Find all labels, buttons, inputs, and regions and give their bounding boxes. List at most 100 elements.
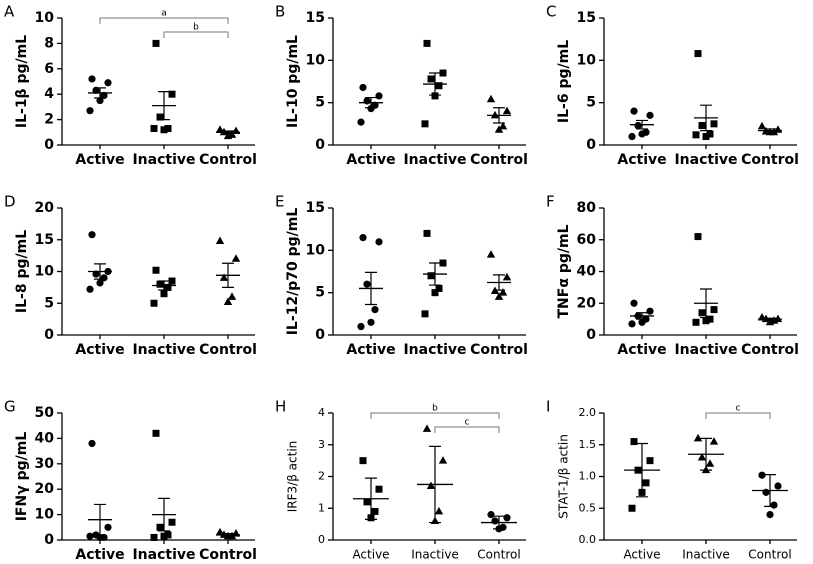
x-tick-label: Inactive: [682, 548, 730, 562]
y-tick-label: 10: [306, 52, 326, 68]
point: [692, 318, 700, 326]
significance-bracket: [370, 412, 500, 419]
point: [427, 75, 435, 83]
point: [698, 309, 706, 317]
point: [422, 424, 432, 432]
error-bar: [94, 263, 106, 280]
point: [642, 479, 650, 487]
point: [498, 121, 508, 130]
point: [160, 126, 168, 134]
point: [638, 130, 646, 138]
point: [150, 533, 158, 541]
y-tick-label: 80: [577, 200, 597, 216]
y-tick-label: 0: [44, 532, 54, 548]
point: [375, 92, 383, 100]
y-tick-label: 20: [577, 295, 597, 311]
point: [426, 481, 436, 490]
point: [421, 310, 429, 318]
point: [168, 518, 176, 526]
error-bar: [700, 437, 712, 471]
point: [439, 259, 447, 267]
point: [502, 272, 512, 281]
point: [693, 433, 703, 442]
error-bar: [764, 317, 776, 321]
point: [104, 523, 112, 531]
point: [692, 131, 700, 139]
point: [92, 86, 100, 94]
point: [375, 485, 383, 493]
y-tick-label: 1.0: [579, 470, 597, 483]
x-tick-label: Inactive: [132, 152, 195, 168]
point: [630, 299, 638, 307]
y-tick-label: 10: [35, 507, 55, 523]
y-tick-label: 10: [577, 52, 597, 68]
y-tick-label: 0.0: [579, 533, 597, 546]
y-tick-label: 0.5: [579, 501, 597, 514]
error-bar: [158, 497, 170, 532]
y-tick-label: 40: [577, 264, 597, 280]
point: [160, 532, 168, 540]
y-axis-label: IL-8 pg/mL: [14, 230, 30, 313]
point: [88, 231, 96, 239]
point: [498, 288, 508, 296]
y-tick-label: 40: [35, 430, 55, 446]
x-tick-label: Control: [748, 548, 791, 562]
point: [486, 94, 496, 103]
y-tick-label: 3: [318, 438, 325, 451]
point: [694, 233, 702, 241]
point: [435, 284, 443, 292]
y-tick-label: 2: [318, 470, 325, 483]
y-tick-label: 50: [35, 405, 55, 421]
x-tick-label: Inactive: [674, 152, 737, 168]
point: [694, 50, 702, 58]
panel-letter: D: [4, 193, 16, 211]
y-axis-label: IL-10 pg/mL: [285, 35, 301, 128]
point: [431, 92, 439, 100]
point: [359, 234, 367, 242]
point: [96, 96, 104, 105]
x-tick-label: Inactive: [674, 342, 737, 358]
significance-bracket: [434, 426, 500, 433]
x-tick-label: Control: [199, 547, 257, 563]
point: [86, 532, 94, 540]
point: [434, 506, 444, 515]
point: [774, 482, 782, 490]
y-tick-label: 0: [315, 327, 325, 343]
point: [96, 533, 104, 542]
point: [164, 531, 172, 539]
panel-letter: A: [4, 3, 15, 21]
y-tick-label: 15: [577, 10, 596, 26]
point: [150, 299, 158, 307]
point: [702, 133, 710, 141]
point: [88, 75, 96, 83]
y-tick-label: 1.5: [579, 438, 597, 451]
point: [491, 517, 499, 525]
y-axis-label: IL-12/p70 pg/mL: [285, 208, 301, 336]
point: [702, 317, 710, 325]
point: [427, 272, 435, 280]
y-tick-label: 5: [44, 295, 54, 311]
point: [156, 523, 164, 531]
point: [431, 289, 439, 297]
y-axis-label: IFNγ pg/mL: [14, 432, 30, 522]
point: [375, 238, 383, 246]
y-axis-label: IL-1β pg/mL: [14, 35, 30, 128]
y-axis-label: IRF3/β actin: [286, 441, 300, 513]
point: [367, 104, 375, 113]
point: [423, 39, 431, 47]
y-tick-label: 0: [586, 137, 596, 153]
significance-label: c: [465, 418, 470, 428]
point: [487, 510, 495, 519]
y-tick-label: 6: [44, 61, 54, 77]
point: [150, 124, 158, 132]
error-bar: [222, 130, 234, 135]
point: [371, 507, 379, 515]
point: [435, 82, 443, 90]
point: [709, 437, 719, 445]
point: [710, 120, 718, 128]
point: [646, 457, 654, 465]
y-tick-label: 10: [35, 264, 55, 280]
point: [215, 236, 225, 245]
y-tick-label: 4: [44, 86, 54, 102]
